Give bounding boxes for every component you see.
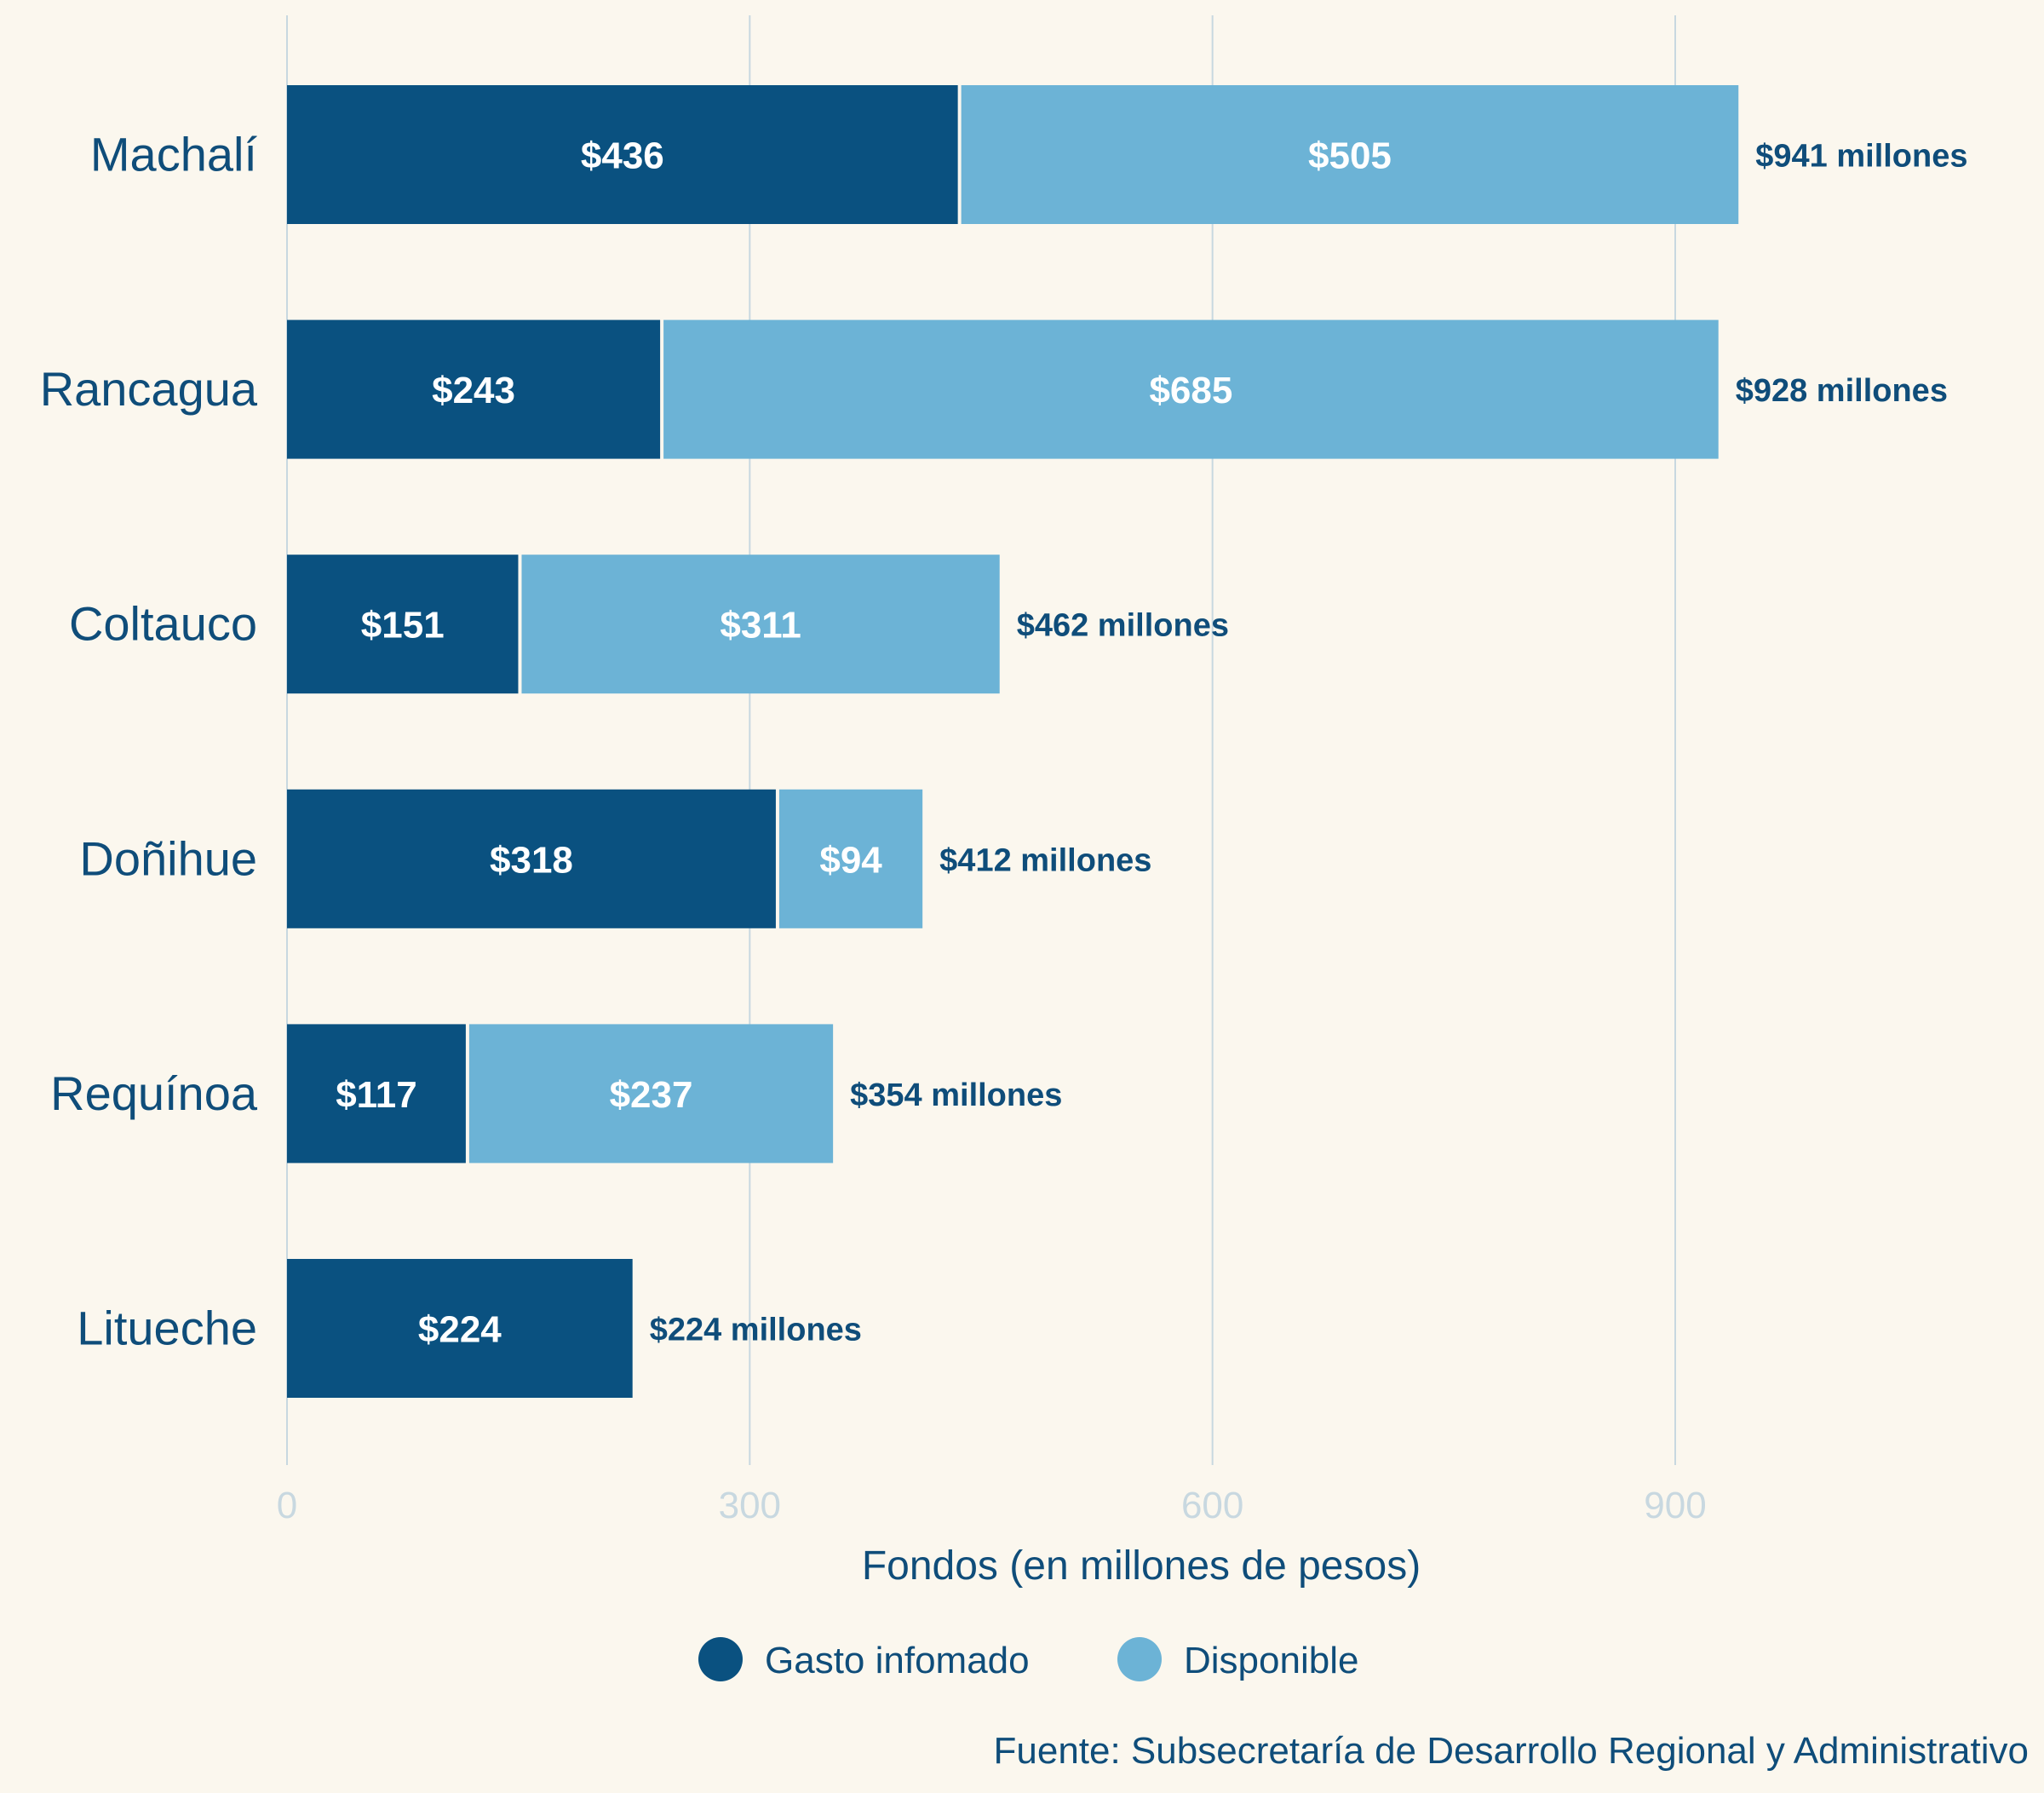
data-label-gasto-0: $436	[581, 135, 664, 177]
data-label-disponible-2: $311	[720, 605, 801, 647]
data-label-gasto-4: $117	[336, 1074, 416, 1116]
total-label-4: $354 millones	[850, 1078, 1062, 1113]
bar-segment-gasto-2	[287, 555, 519, 694]
data-label-gasto-5: $224	[418, 1309, 502, 1351]
total-label-0: $941 millones	[1755, 139, 1967, 175]
data-label-disponible-0: $505	[1308, 135, 1392, 177]
labels-layer: Machalí $436 $505 $941 millones Rancagua $243…	[40, 128, 1968, 1355]
data-label-disponible-4: $237	[610, 1074, 693, 1116]
bar-segment-gasto-0	[287, 85, 958, 224]
data-label-gasto-1: $243	[432, 370, 515, 411]
legend: Gasto infomado Disponible	[698, 1637, 1358, 1681]
data-label-disponible-3: $94	[819, 839, 882, 881]
source-note: Fuente: Subsecretaría de Desarrollo Regi…	[994, 1730, 2030, 1772]
legend-swatch-disponible	[1117, 1637, 1162, 1681]
data-label-disponible-1: $685	[1149, 370, 1232, 411]
bar-segment-disponible-2	[521, 555, 1000, 694]
x-tick-label-300: 300	[719, 1485, 781, 1526]
legend-label-disponible: Disponible	[1184, 1640, 1358, 1681]
category-label-5: Litueche	[77, 1302, 257, 1355]
bars-layer	[287, 85, 1739, 1398]
x-tick-label-0: 0	[277, 1485, 297, 1526]
bar-segment-gasto-5	[287, 1259, 633, 1398]
total-label-2: $462 millones	[1017, 608, 1229, 644]
category-label-2: Coltauco	[69, 597, 257, 651]
grid-layer	[286, 15, 1676, 1465]
bar-segment-gasto-4	[287, 1024, 466, 1164]
bar-segment-disponible-0	[961, 85, 1739, 224]
bar-segment-disponible-4	[468, 1024, 834, 1164]
total-label-5: $224 millones	[650, 1313, 862, 1348]
legend-swatch-gasto	[698, 1637, 743, 1681]
x-axis-title: Fondos (en millones de pesos)	[862, 1543, 1421, 1589]
category-label-3: Doñihue	[79, 831, 257, 885]
category-label-0: Machalí	[90, 128, 258, 181]
bar-segment-gasto-3	[287, 789, 776, 928]
bar-segment-disponible-1	[663, 319, 1719, 459]
legend-label-gasto: Gasto infomado	[765, 1640, 1030, 1681]
x-tick-label-900: 900	[1644, 1485, 1706, 1526]
data-label-gasto-3: $318	[490, 839, 573, 881]
data-label-gasto-2: $151	[361, 605, 445, 647]
bar-segment-disponible-3	[778, 789, 923, 928]
bar-segment-gasto-1	[287, 319, 661, 459]
total-label-3: $412 millones	[939, 842, 1151, 878]
x-tick-label-600: 600	[1181, 1485, 1243, 1526]
axis-layer: Fondos (en millones de pesos) 0 300 600 900	[277, 1485, 1707, 1589]
category-label-1: Rancagua	[40, 362, 258, 416]
total-label-1: $928 millones	[1736, 373, 1948, 409]
category-label-4: Requínoa	[50, 1066, 258, 1120]
